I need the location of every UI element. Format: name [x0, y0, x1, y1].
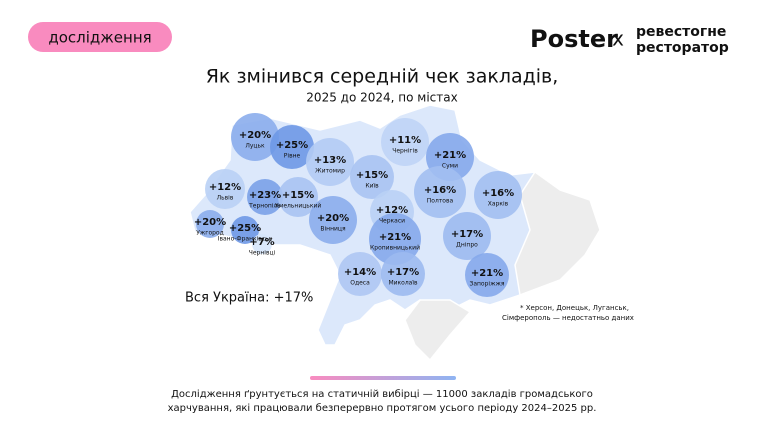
region-value: +13%: [314, 155, 346, 166]
region-value: +12%: [209, 182, 241, 193]
region-city: Дніпро: [456, 242, 478, 249]
region-city: Хмельницький: [275, 203, 322, 210]
map: [189, 104, 601, 362]
region: [278, 177, 318, 217]
region-city: Черкаси: [379, 218, 405, 225]
region-city: Миколаїв: [388, 280, 418, 287]
region-city: Житомир: [315, 168, 345, 175]
region: [306, 138, 354, 186]
region-value: +14%: [344, 267, 376, 278]
footer: харчування, які працювали безперервно пр…: [168, 402, 597, 414]
tag-pill: [28, 22, 172, 52]
region-value: +21%: [379, 232, 411, 243]
region-city: Івано-Франківськ: [218, 236, 273, 243]
region-value: +25%: [276, 140, 308, 151]
region: [205, 169, 245, 209]
region-value: +20%: [194, 217, 226, 228]
region-value: +12%: [376, 205, 408, 216]
region: [231, 216, 259, 244]
region-city: Запоріжжя: [469, 281, 504, 288]
region-value: +17%: [451, 229, 483, 240]
region-value: +7%: [249, 237, 274, 248]
region-city: Луцьк: [245, 143, 265, 150]
subtitle: 2025 до 2024, по містах: [306, 91, 457, 105]
note: Сімферополь — недостатньо даних: [502, 314, 634, 322]
region: [270, 125, 314, 169]
region-value: +11%: [389, 135, 421, 146]
region-value: +16%: [424, 185, 456, 196]
region: [369, 213, 421, 265]
region-city: Чернівці: [249, 250, 276, 257]
region-city: Кропивницький: [370, 245, 420, 252]
region: [443, 212, 491, 260]
region: [309, 196, 357, 244]
region-city: Тернопіль: [248, 203, 281, 210]
tag: дослідження: [48, 29, 151, 47]
region-city: Суми: [442, 163, 458, 170]
divider: [310, 376, 456, 380]
region: [252, 234, 272, 254]
no-data-area: [514, 170, 601, 297]
region: [381, 118, 429, 166]
logo-partner: ресторатор: [636, 40, 729, 56]
region-value: +20%: [239, 130, 271, 141]
region: [338, 252, 382, 296]
region-city: Рівне: [284, 153, 301, 160]
region-value: +15%: [282, 190, 314, 201]
region: [474, 171, 522, 219]
region: [414, 166, 466, 218]
region-value: +25%: [229, 223, 261, 234]
region: [231, 113, 279, 161]
logo-poster: Poster: [530, 25, 618, 53]
logo-cross: x: [612, 27, 624, 51]
region-value: +20%: [317, 213, 349, 224]
region: [381, 252, 425, 296]
region-city: Ужгород: [196, 230, 224, 237]
region-city: Львів: [217, 195, 234, 202]
region-value: +15%: [356, 170, 388, 181]
title: Як змінився середній чек закладів,: [206, 66, 559, 88]
region-value: +21%: [434, 150, 466, 161]
note: * Херсон, Донецьк, Луганськ,: [520, 304, 629, 312]
region-city: Харків: [488, 201, 509, 208]
region-value: +17%: [387, 267, 419, 278]
region: [465, 253, 509, 297]
region: [350, 155, 394, 199]
region-city: Полтова: [427, 198, 454, 205]
region-city: Одеса: [350, 280, 370, 287]
no-data-area: [404, 299, 472, 362]
region-city: Вінниця: [320, 226, 346, 233]
logo-partner: ревестогне: [636, 24, 726, 40]
region-city: Київ: [365, 183, 379, 190]
region: [247, 179, 283, 215]
footer: Дослідження ґрунтується на статичній виб…: [171, 388, 593, 400]
total: Вся Україна: +17%: [185, 291, 313, 306]
region-city: Чернігів: [392, 148, 418, 155]
region: [196, 210, 224, 238]
region-value: +16%: [482, 188, 514, 199]
region-value: +21%: [471, 268, 503, 279]
region-value: +23%: [249, 190, 281, 201]
